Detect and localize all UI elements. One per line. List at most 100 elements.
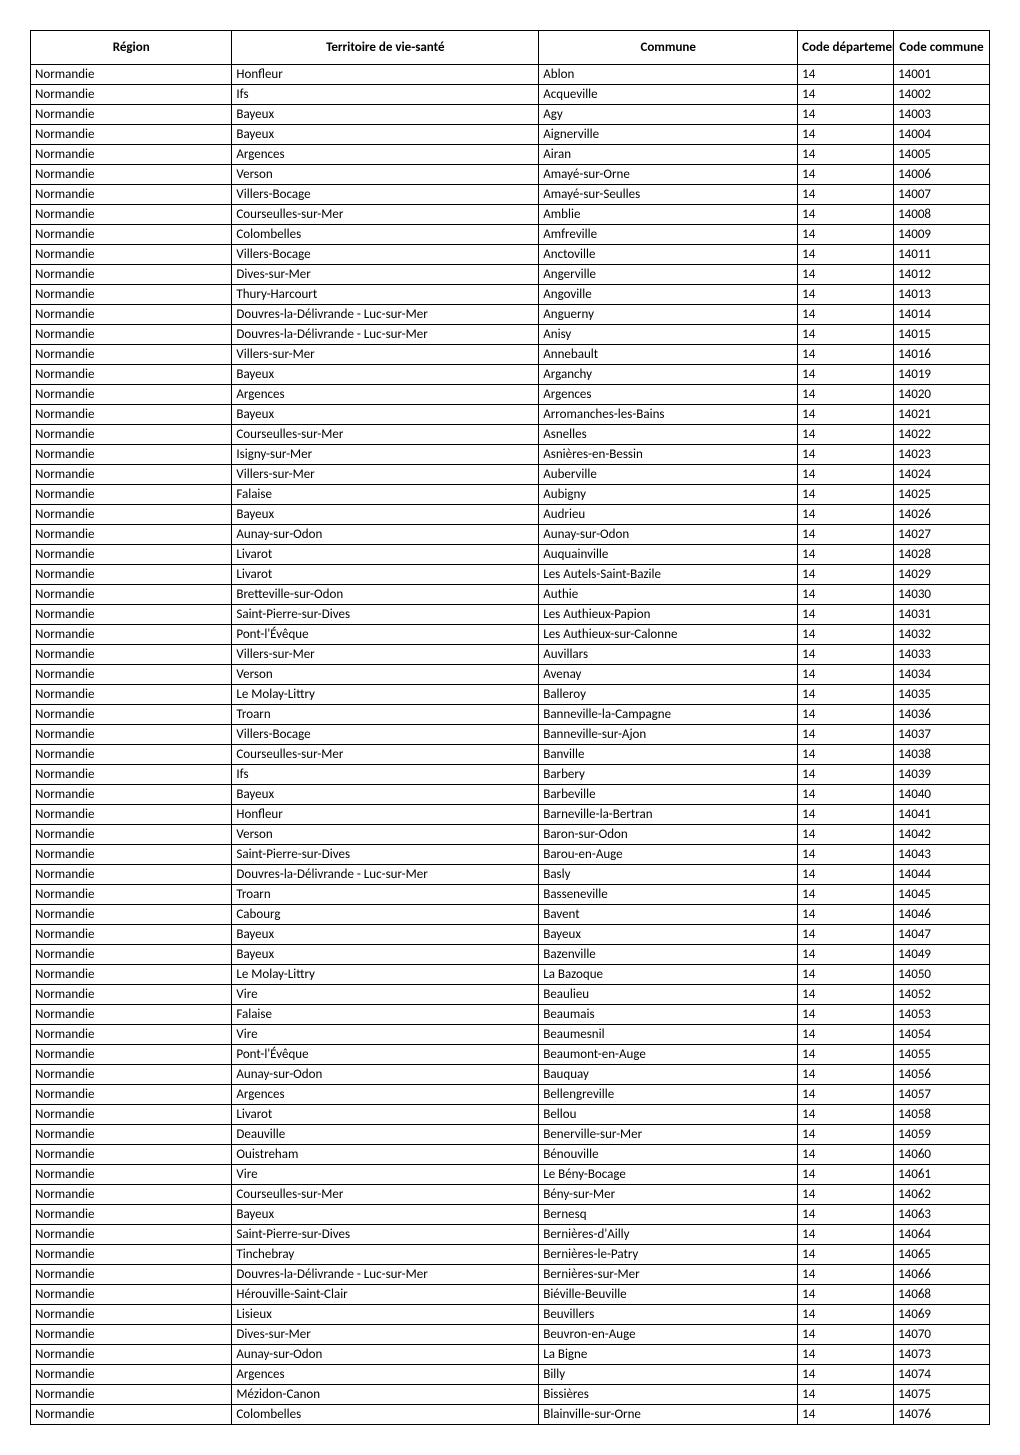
table-cell: 14002	[894, 85, 990, 105]
table-cell: Les Authieux-Papion	[539, 605, 798, 625]
table-cell: 14	[798, 165, 894, 185]
table-cell: 14	[798, 545, 894, 565]
table-cell: Le Bény-Bocage	[539, 1165, 798, 1185]
table-cell: Bretteville-sur-Odon	[232, 585, 539, 605]
table-cell: Normandie	[31, 945, 232, 965]
table-cell: 14066	[894, 1265, 990, 1285]
header-row: Région Territoire de vie-santé Commune C…	[31, 31, 990, 65]
table-cell: Argences	[232, 385, 539, 405]
table-cell: 14	[798, 825, 894, 845]
table-row: NormandieAunay-sur-OdonLa Bigne1414073	[31, 1345, 990, 1365]
table-cell: Normandie	[31, 1045, 232, 1065]
table-cell: Beuvron-en-Auge	[539, 1325, 798, 1345]
table-row: NormandieVireBeaulieu1414052	[31, 985, 990, 1005]
table-cell: 14055	[894, 1045, 990, 1065]
table-cell: Normandie	[31, 745, 232, 765]
table-cell: Ouistreham	[232, 1145, 539, 1165]
table-cell: La Bigne	[539, 1345, 798, 1365]
table-cell: Normandie	[31, 205, 232, 225]
table-cell: 14027	[894, 525, 990, 545]
table-cell: Normandie	[31, 165, 232, 185]
table-cell: 14	[798, 1065, 894, 1085]
table-cell: Dives-sur-Mer	[232, 1325, 539, 1345]
table-cell: Pont-l'Évêque	[232, 625, 539, 645]
table-cell: Normandie	[31, 1405, 232, 1425]
table-cell: 14	[798, 225, 894, 245]
table-cell: Asnelles	[539, 425, 798, 445]
table-row: NormandiePont-l'ÉvêqueBeaumont-en-Auge14…	[31, 1045, 990, 1065]
table-cell: Normandie	[31, 405, 232, 425]
table-body: NormandieHonfleurAblon1414001NormandieIf…	[31, 65, 990, 1425]
table-row: NormandieLisieuxBeuvillers1414069	[31, 1305, 990, 1325]
table-row: NormandieCourseulles-sur-MerBanville1414…	[31, 745, 990, 765]
table-cell: Courseulles-sur-Mer	[232, 425, 539, 445]
table-cell: 14	[798, 965, 894, 985]
table-cell: Anctoville	[539, 245, 798, 265]
table-row: NormandieSaint-Pierre-sur-DivesBarou-en-…	[31, 845, 990, 865]
table-cell: Normandie	[31, 625, 232, 645]
table-cell: Falaise	[232, 485, 539, 505]
table-cell: Normandie	[31, 285, 232, 305]
table-row: NormandieBayeuxAgy1414003	[31, 105, 990, 125]
table-cell: Arromanches-les-Bains	[539, 405, 798, 425]
table-cell: Le Molay-Littry	[232, 965, 539, 985]
table-cell: Troarn	[232, 705, 539, 725]
table-cell: Colombelles	[232, 225, 539, 245]
table-cell: Bauquay	[539, 1065, 798, 1085]
table-cell: 14045	[894, 885, 990, 905]
table-cell: 14	[798, 645, 894, 665]
table-cell: 14022	[894, 425, 990, 445]
table-cell: Acqueville	[539, 85, 798, 105]
table-cell: Ifs	[232, 765, 539, 785]
table-cell: 14006	[894, 165, 990, 185]
table-row: NormandieBayeuxBazenville1414049	[31, 945, 990, 965]
table-cell: 14	[798, 325, 894, 345]
table-cell: Normandie	[31, 865, 232, 885]
table-cell: Aunay-sur-Odon	[232, 1065, 539, 1085]
table-cell: Villers-sur-Mer	[232, 345, 539, 365]
table-cell: Les Autels-Saint-Bazile	[539, 565, 798, 585]
table-cell: Villers-Bocage	[232, 185, 539, 205]
table-row: NormandiePont-l'ÉvêqueLes Authieux-sur-C…	[31, 625, 990, 645]
table-row: NormandieThury-HarcourtAngoville1414013	[31, 285, 990, 305]
table-cell: 14030	[894, 585, 990, 605]
table-cell: 14	[798, 705, 894, 725]
table-cell: 14049	[894, 945, 990, 965]
table-cell: 14	[798, 685, 894, 705]
table-cell: Bissières	[539, 1385, 798, 1405]
table-cell: Barbeville	[539, 785, 798, 805]
table-cell: Argences	[539, 385, 798, 405]
table-cell: Bayeux	[539, 925, 798, 945]
table-cell: Normandie	[31, 1325, 232, 1345]
table-cell: Bernières-sur-Mer	[539, 1265, 798, 1285]
table-row: NormandieCourseulles-sur-MerAsnelles1414…	[31, 425, 990, 445]
table-cell: Bazenville	[539, 945, 798, 965]
table-row: NormandieVillers-BocageBanneville-sur-Aj…	[31, 725, 990, 745]
table-cell: 14008	[894, 205, 990, 225]
table-row: NormandieArgencesAiran1414005	[31, 145, 990, 165]
table-cell: 14005	[894, 145, 990, 165]
table-cell: 14074	[894, 1365, 990, 1385]
table-cell: Amblie	[539, 205, 798, 225]
table-cell: 14	[798, 1385, 894, 1405]
table-row: NormandieTroarnBanneville-la-Campagne141…	[31, 705, 990, 725]
table-cell: Auquainville	[539, 545, 798, 565]
table-cell: Aunay-sur-Odon	[232, 525, 539, 545]
table-row: NormandieHonfleurBarneville-la-Bertran14…	[31, 805, 990, 825]
table-cell: 14019	[894, 365, 990, 385]
table-cell: 14011	[894, 245, 990, 265]
table-cell: Beuvillers	[539, 1305, 798, 1325]
table-cell: 14020	[894, 385, 990, 405]
table-cell: Normandie	[31, 925, 232, 945]
table-cell: Mézidon-Canon	[232, 1385, 539, 1405]
table-cell: 14060	[894, 1145, 990, 1165]
table-cell: Normandie	[31, 1105, 232, 1125]
table-row: NormandieIfsAcqueville1414002	[31, 85, 990, 105]
table-cell: Bellou	[539, 1105, 798, 1125]
table-cell: 14	[798, 1145, 894, 1165]
table-cell: 14023	[894, 445, 990, 465]
table-cell: Bayeux	[232, 125, 539, 145]
table-cell: Normandie	[31, 145, 232, 165]
table-cell: 14	[798, 1105, 894, 1125]
table-cell: 14012	[894, 265, 990, 285]
